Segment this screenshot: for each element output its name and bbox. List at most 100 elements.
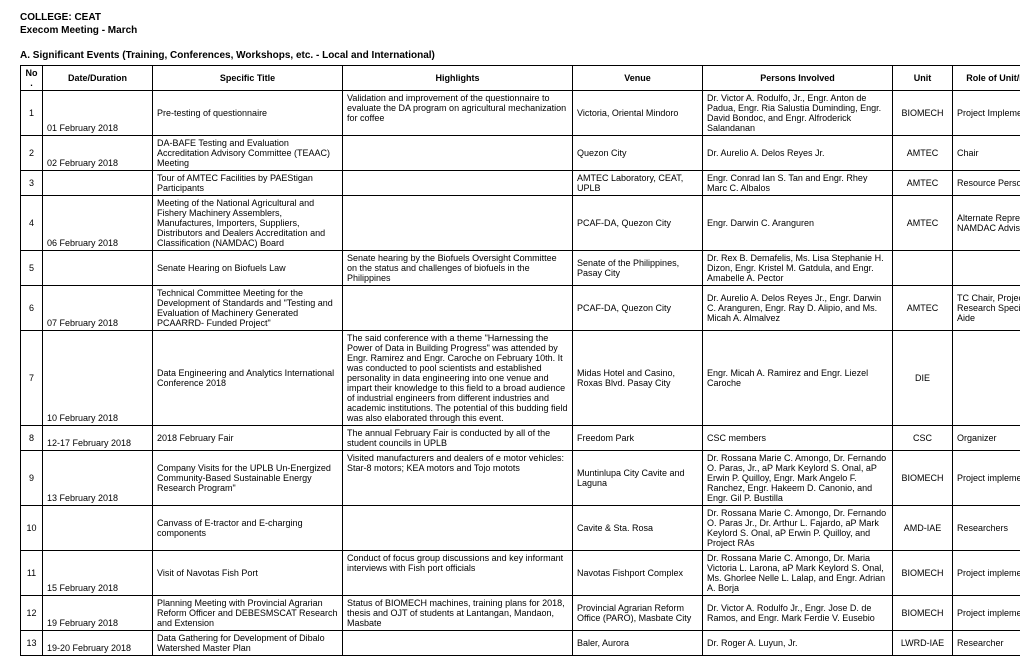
cell-role xyxy=(953,331,1020,426)
cell-title: Pre-testing of questionnaire xyxy=(153,91,343,136)
col-highlights: Highlights xyxy=(343,66,573,91)
cell-unit xyxy=(893,251,953,286)
cell-unit: BIOMECH xyxy=(893,596,953,631)
cell-highlights: Status of BIOMECH machines, training pla… xyxy=(343,596,573,631)
cell-unit: LWRD-IAE xyxy=(893,631,953,656)
table-row: 812-17 February 20182018 February FairTh… xyxy=(21,426,1020,451)
table-row: 913 February 2018Company Visits for the … xyxy=(21,451,1020,506)
cell-title: Tour of AMTEC Facilities by PAEStigan Pa… xyxy=(153,171,343,196)
college-label: COLLEGE: CEAT xyxy=(20,12,1000,23)
cell-highlights xyxy=(343,506,573,551)
cell-persons: Engr. Darwin C. Aranguren xyxy=(703,196,893,251)
table-row: 607 February 2018Technical Committee Mee… xyxy=(21,286,1020,331)
cell-venue: Senate of the Philippines, Pasay City xyxy=(573,251,703,286)
cell-no: 3 xyxy=(21,171,43,196)
cell-unit: AMTEC xyxy=(893,286,953,331)
cell-no: 8 xyxy=(21,426,43,451)
cell-unit: BIOMECH xyxy=(893,551,953,596)
cell-highlights: Conduct of focus group discussions and k… xyxy=(343,551,573,596)
cell-title: Technical Committee Meeting for the Deve… xyxy=(153,286,343,331)
cell-venue: Provincial Agrarian Reform Office (PARO)… xyxy=(573,596,703,631)
cell-no: 1 xyxy=(21,91,43,136)
table-header-row: No. Date/Duration Specific Title Highlig… xyxy=(21,66,1020,91)
cell-persons: Dr. Rex B. Demafelis, Ms. Lisa Stephanie… xyxy=(703,251,893,286)
cell-no: 9 xyxy=(21,451,43,506)
cell-no: 2 xyxy=(21,136,43,171)
cell-no: 5 xyxy=(21,251,43,286)
cell-role: Researchers xyxy=(953,506,1020,551)
cell-highlights xyxy=(343,286,573,331)
table-row: 710 February 2018Data Engineering and An… xyxy=(21,331,1020,426)
cell-role: Organizer xyxy=(953,426,1020,451)
cell-venue: AMTEC Laboratory, CEAT, UPLB xyxy=(573,171,703,196)
cell-venue: Cavite & Sta. Rosa xyxy=(573,506,703,551)
cell-date: 10 February 2018 xyxy=(43,331,153,426)
section-title: A. Significant Events (Training, Confere… xyxy=(20,50,1000,61)
col-unit: Unit xyxy=(893,66,953,91)
cell-role: Project implementer xyxy=(953,451,1020,506)
cell-date xyxy=(43,171,153,196)
cell-persons: Dr. Roger A. Luyun, Jr. xyxy=(703,631,893,656)
col-venue: Venue xyxy=(573,66,703,91)
cell-venue: Quezon City xyxy=(573,136,703,171)
cell-title: Meeting of the National Agricultural and… xyxy=(153,196,343,251)
col-date: Date/Duration xyxy=(43,66,153,91)
cell-highlights: Validation and improvement of the questi… xyxy=(343,91,573,136)
cell-highlights xyxy=(343,171,573,196)
table-row: 406 February 2018Meeting of the National… xyxy=(21,196,1020,251)
cell-title: Data Gathering for Development of Dibalo… xyxy=(153,631,343,656)
cell-no: 11 xyxy=(21,551,43,596)
cell-venue: Midas Hotel and Casino, Roxas Blvd. Pasa… xyxy=(573,331,703,426)
cell-title: Planning Meeting with Provincial Agraria… xyxy=(153,596,343,631)
table-row: 101 February 2018Pre-testing of question… xyxy=(21,91,1020,136)
cell-title: Visit of Navotas Fish Port xyxy=(153,551,343,596)
cell-venue: PCAF-DA, Quezon City xyxy=(573,286,703,331)
table-row: 10Canvass of E-tractor and E-charging co… xyxy=(21,506,1020,551)
cell-persons: Dr. Rossana Marie C. Amongo, Dr. Fernand… xyxy=(703,506,893,551)
cell-no: 6 xyxy=(21,286,43,331)
cell-unit: AMD-IAE xyxy=(893,506,953,551)
cell-role xyxy=(953,251,1020,286)
cell-highlights: Senate hearing by the Biofuels Oversight… xyxy=(343,251,573,286)
table-row: 3 Tour of AMTEC Facilities by PAEStigan P… xyxy=(21,171,1020,196)
col-title: Specific Title xyxy=(153,66,343,91)
cell-highlights: The said conference with a theme "Harnes… xyxy=(343,331,573,426)
cell-title: Data Engineering and Analytics Internati… xyxy=(153,331,343,426)
cell-highlights: Visited manufacturers and dealers of e m… xyxy=(343,451,573,506)
cell-role: Project Implementer xyxy=(953,91,1020,136)
cell-persons: Engr. Micah A. Ramirez and Engr. Liezel … xyxy=(703,331,893,426)
cell-date: 19-20 February 2018 xyxy=(43,631,153,656)
cell-persons: Engr. Conrad Ian S. Tan and Engr. Rhey M… xyxy=(703,171,893,196)
cell-unit: CSC xyxy=(893,426,953,451)
cell-date xyxy=(43,251,153,286)
col-no: No. xyxy=(21,66,43,91)
cell-venue: Navotas Fishport Complex xyxy=(573,551,703,596)
cell-no: 4 xyxy=(21,196,43,251)
cell-unit: DIE xyxy=(893,331,953,426)
cell-role: Alternate Representative to the NAMDAC A… xyxy=(953,196,1020,251)
cell-persons: Dr. Aurelio A. Delos Reyes Jr., Engr. Da… xyxy=(703,286,893,331)
cell-role: Project implementer xyxy=(953,551,1020,596)
cell-title: Senate Hearing on Biofuels Law xyxy=(153,251,343,286)
cell-title: 2018 February Fair xyxy=(153,426,343,451)
col-role: Role of Unit/Persons Involved xyxy=(953,66,1020,91)
cell-no: 13 xyxy=(21,631,43,656)
cell-title: Company Visits for the UPLB Un-Energized… xyxy=(153,451,343,506)
cell-role: Researcher xyxy=(953,631,1020,656)
table-row: 202 February 2018DA-BAFE Testing and Eva… xyxy=(21,136,1020,171)
cell-date: 13 February 2018 xyxy=(43,451,153,506)
cell-persons: Dr. Rossana Marie C. Amongo, Dr. Fernand… xyxy=(703,451,893,506)
meeting-label: Execom Meeting - March xyxy=(20,25,1000,36)
cell-highlights: The annual February Fair is conducted by… xyxy=(343,426,573,451)
cell-date: 02 February 2018 xyxy=(43,136,153,171)
cell-role: Chair xyxy=(953,136,1020,171)
cell-date: 01 February 2018 xyxy=(43,91,153,136)
cell-venue: Baler, Aurora xyxy=(573,631,703,656)
cell-role: Project implementer xyxy=(953,596,1020,631)
table-row: 1115 February 2018Visit of Navotas Fish … xyxy=(21,551,1020,596)
cell-venue: Muntinlupa City Cavite and Laguna xyxy=(573,451,703,506)
cell-date: 06 February 2018 xyxy=(43,196,153,251)
cell-date: 12-17 February 2018 xyxy=(43,426,153,451)
cell-persons: Dr. Victor A. Rodulfo Jr., Engr. Jose D.… xyxy=(703,596,893,631)
cell-venue: Victoria, Oriental Mindoro xyxy=(573,91,703,136)
